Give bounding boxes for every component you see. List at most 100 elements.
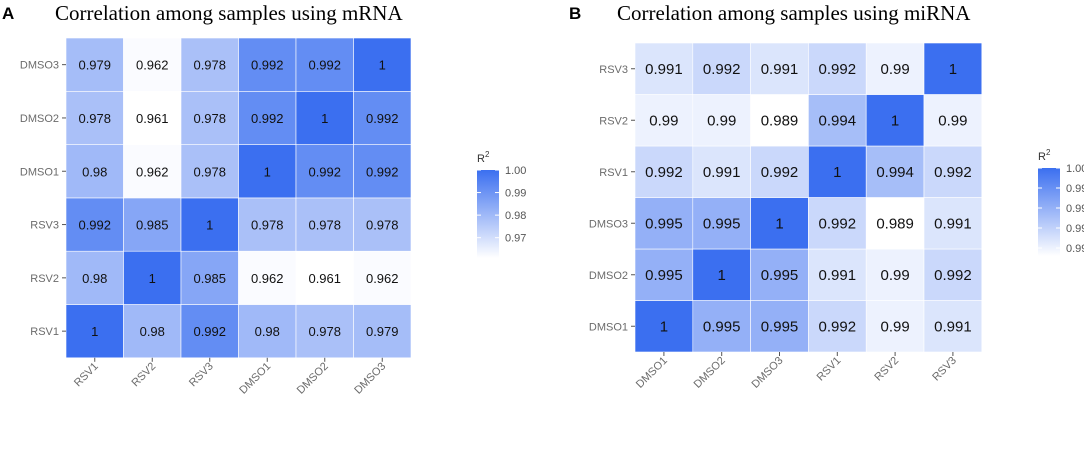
heatmap-cell (65, 91, 124, 145)
cell-value-label: 0.978 (308, 324, 341, 339)
cell-value-label: 0.995 (645, 267, 683, 284)
cell-value-label: 0.994 (876, 164, 914, 181)
cell-value-label: 0.992 (308, 164, 341, 179)
x-tick-label: RSV2 (872, 355, 901, 384)
heatmap-cell (295, 197, 354, 252)
heatmap-cell (238, 144, 297, 199)
cell-value-label: 0.992 (193, 324, 226, 339)
heatmap-cell (123, 144, 182, 199)
heatmap-cell (865, 248, 925, 301)
cell-value-label: 0.978 (308, 218, 341, 233)
x-tick-label: RSV2 (130, 360, 159, 389)
cell-value-label: 1 (833, 164, 841, 181)
legend-title-superscript: 2 (485, 150, 490, 159)
cell-value-label: 0.962 (136, 164, 169, 179)
heatmap-cell (923, 248, 983, 301)
heatmap-cell (923, 94, 983, 147)
cell-value-label: 0.991 (934, 215, 972, 232)
cell-value-label: 0.991 (819, 267, 857, 284)
cell-value-label: 0.992 (308, 58, 341, 73)
heatmap-cell (865, 300, 925, 353)
heatmap-cell (692, 145, 751, 198)
cell-value-label: 0.99 (649, 112, 678, 129)
heatmap-cell (750, 94, 809, 147)
heatmap-cell (295, 91, 354, 145)
cell-value-label: 1 (91, 324, 98, 339)
heatmap-cell (65, 250, 124, 305)
y-tick-label: DMSO3 (589, 218, 628, 230)
legend-tick-label: 0.99 (505, 188, 526, 200)
y-tick-label: DMSO2 (589, 270, 628, 282)
heatmap-cell (808, 42, 867, 95)
cell-value-label: 0.992 (645, 164, 683, 181)
heatmap-cell (692, 248, 751, 301)
heatmap-cell (295, 37, 354, 92)
x-tick-label: DMSO2 (295, 360, 331, 396)
legend-colorbar (477, 170, 499, 258)
cell-value-label: 0.991 (645, 61, 683, 78)
cell-value-label: 0.995 (761, 267, 799, 284)
heatmap-cell (634, 248, 694, 301)
legend-colorbar (1038, 168, 1060, 256)
cell-value-label: 0.99 (938, 112, 967, 129)
cell-value-label: 0.98 (255, 324, 280, 339)
cell-value-label: 0.979 (78, 58, 111, 73)
cell-value-label: 0.995 (645, 215, 683, 232)
heatmap-cell (295, 144, 354, 199)
cell-value-label: 0.98 (140, 324, 165, 339)
panel-b-letter: B (569, 4, 581, 23)
cell-value-label: 0.992 (819, 215, 857, 232)
cell-value-label: 0.992 (366, 111, 399, 126)
legend-tick-label: 0.9975 (1066, 183, 1084, 195)
heatmap-cell (923, 145, 983, 198)
heatmap-cell (808, 300, 867, 353)
x-tick-label: DMSO2 (692, 355, 728, 391)
cell-value-label: 0.979 (366, 324, 399, 339)
panel-a-title: Correlation among samples using mRNA (55, 1, 403, 25)
heatmap-cell (750, 197, 809, 250)
cell-value-label: 0.985 (136, 218, 169, 233)
y-tick-label: RSV2 (599, 115, 628, 127)
panel-b-title: Correlation among samples using miRNA (617, 1, 971, 25)
heatmap-cell (634, 94, 694, 147)
cell-value-label: 0.978 (193, 164, 226, 179)
cell-value-label: 0.992 (934, 164, 972, 181)
legend-title-superscript: 2 (1046, 148, 1051, 157)
y-tick-label: DMSO1 (589, 321, 628, 333)
y-tick-label: DMSO2 (20, 113, 59, 125)
heatmap-cell (65, 37, 124, 92)
cell-value-label: 0.989 (761, 112, 799, 129)
cell-value-label: 1 (149, 271, 156, 286)
cell-value-label: 0.978 (193, 58, 226, 73)
cell-value-label: 0.992 (819, 318, 857, 335)
x-tick-label: RSV3 (930, 355, 959, 384)
y-tick-label: RSV1 (30, 326, 59, 338)
cell-value-label: 0.98 (82, 271, 107, 286)
heatmap-cell (634, 145, 694, 198)
y-tick-label: RSV1 (599, 167, 628, 179)
heatmap-cell (750, 42, 809, 95)
heatmap-cell (65, 144, 124, 199)
cell-value-label: 0.992 (78, 218, 111, 233)
heatmap-cell (692, 94, 751, 147)
heatmap-cell (180, 250, 239, 305)
heatmap-cell (123, 91, 182, 145)
cell-value-label: 0.962 (136, 58, 169, 73)
heatmap-cell (923, 197, 983, 250)
cell-value-label: 0.992 (761, 164, 799, 181)
heatmap-cell (238, 304, 297, 359)
cell-value-label: 0.989 (876, 215, 914, 232)
cell-value-label: 0.995 (703, 215, 741, 232)
heatmap-cell (634, 42, 694, 95)
cell-value-label: 0.992 (251, 58, 284, 73)
legend-tick-label: 0.98 (505, 210, 526, 222)
legend-tick-label: 0.9900 (1066, 243, 1084, 255)
heatmap-cell (353, 144, 412, 199)
cell-value-label: 0.995 (761, 318, 799, 335)
heatmap-cell (123, 197, 182, 252)
cell-value-label: 0.99 (880, 318, 909, 335)
cell-value-label: 1 (660, 318, 668, 335)
cell-value-label: 1 (718, 267, 726, 284)
